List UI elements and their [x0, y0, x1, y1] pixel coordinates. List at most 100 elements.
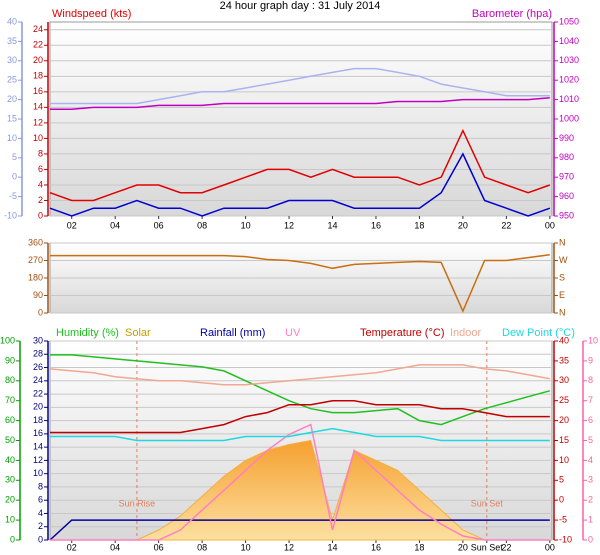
- y-tick-label: 960: [559, 191, 574, 201]
- y-tick-label: 8: [588, 375, 593, 385]
- y-tick-label: 5: [12, 152, 17, 162]
- y-tick-label: -5: [559, 514, 567, 524]
- x-tick-label: 04: [110, 542, 120, 552]
- y-tick-label: 60: [5, 415, 15, 425]
- chart-title: 24 hour graph day : 31 July 2014: [220, 0, 381, 12]
- y-tick-label: 20: [33, 402, 43, 412]
- series-line: [50, 423, 550, 541]
- y-tick-label: 18: [33, 415, 43, 425]
- x-tick-label: 10: [241, 220, 251, 230]
- y-tick-label: 90: [5, 355, 15, 365]
- legend-label: UV: [285, 327, 301, 339]
- x-tick-label: 14: [328, 220, 338, 230]
- y-tick-label: 30: [5, 475, 15, 485]
- x-tick-label: 10: [241, 542, 251, 552]
- y-tick-label: 1050: [559, 16, 579, 26]
- legend-label: Rainfall (mm): [200, 327, 265, 339]
- y-tick-label: -10: [4, 210, 17, 220]
- x-tick-label: 06: [154, 542, 164, 552]
- y-tick-label: 5: [559, 475, 564, 485]
- y-tick-label: 9: [588, 355, 593, 365]
- y-tick-label: 4: [38, 179, 43, 189]
- y-tick-label: 6: [588, 415, 593, 425]
- y-tick-label: 0: [38, 307, 43, 317]
- x-tick-label: 20: [458, 542, 468, 552]
- series-line: [50, 67, 550, 105]
- x-tick-label: 18: [414, 220, 424, 230]
- x-tick-label: 16: [371, 220, 381, 230]
- annotation-label: Sun Rise: [119, 498, 156, 508]
- y-tick-label: 15: [7, 113, 17, 123]
- y-tick-label: 0: [559, 495, 564, 505]
- y-tick-label: 180: [28, 272, 43, 282]
- x-tick-label: 12: [284, 542, 294, 552]
- y-tick-label: 980: [559, 152, 574, 162]
- x-tick-label: 22: [501, 542, 511, 552]
- legend-label: Solar: [125, 327, 151, 339]
- x-tick-label: 06: [154, 220, 164, 230]
- y-tick-label: 20: [7, 94, 17, 104]
- y-tick-label: S: [559, 272, 565, 282]
- y-tick-label: 8: [38, 481, 43, 491]
- x-tick-label: 18: [414, 542, 424, 552]
- y-tick-label: 1020: [559, 75, 579, 85]
- legend-label: Humidity (%): [56, 327, 119, 339]
- y-tick-label: 70: [5, 395, 15, 405]
- x-tick-label: 22: [501, 220, 511, 230]
- y-tick-label: 950: [559, 210, 574, 220]
- y-tick-label: -5: [9, 191, 17, 201]
- annotation-label: Sun Set: [471, 498, 504, 508]
- y-tick-label: 1000: [559, 113, 579, 123]
- y-tick-label: 22: [33, 40, 43, 50]
- y-tick-label: 90: [33, 290, 43, 300]
- x-tick-label: 00: [545, 220, 555, 230]
- y-tick-label: 40: [7, 16, 17, 26]
- y-tick-label: 0: [10, 534, 15, 544]
- y-tick-label: 28: [33, 349, 43, 359]
- x-tick-label: Sun Set: [471, 542, 504, 552]
- y-tick-label: 970: [559, 172, 574, 182]
- series-line: [49, 364, 550, 386]
- y-tick-label: 25: [559, 395, 569, 405]
- y-tick-label: 35: [7, 36, 17, 46]
- y-tick-label: 1040: [559, 36, 579, 46]
- y-tick-label: 270: [28, 255, 43, 265]
- x-tick-label: 02: [67, 542, 77, 552]
- y-tick-label: 20: [5, 495, 15, 505]
- x-tick-label: 12: [284, 220, 294, 230]
- y-tick-label: 12: [33, 455, 43, 465]
- y-tick-label: 50: [5, 435, 15, 445]
- y-tick-label: 0: [588, 534, 593, 544]
- y-tick-label: 2: [38, 195, 43, 205]
- y-tick-label: 26: [33, 362, 43, 372]
- x-tick-label: 02: [67, 220, 77, 230]
- y-tick-label: 25: [7, 75, 17, 85]
- y-tick-label: 2: [588, 495, 593, 505]
- y-tick-label: 40: [559, 335, 569, 345]
- y-tick-label: 30: [33, 335, 43, 345]
- y-tick-label: 7: [588, 395, 593, 405]
- x-tick-label: 20: [458, 220, 468, 230]
- legend-label: Windspeed (kts): [52, 8, 131, 20]
- y-tick-label: 20: [33, 55, 43, 65]
- y-tick-label: 15: [559, 435, 569, 445]
- y-tick-label: 14: [33, 442, 43, 452]
- series-line: [50, 96, 550, 111]
- y-tick-label: 20: [559, 415, 569, 425]
- y-tick-label: 14: [33, 102, 43, 112]
- y-tick-label: N: [559, 307, 566, 317]
- y-tick-label: 0: [12, 172, 17, 182]
- y-tick-label: 100: [0, 335, 15, 345]
- y-tick-label: 10: [33, 133, 43, 143]
- x-tick-label: 08: [197, 542, 207, 552]
- y-tick-label: -10: [559, 534, 572, 544]
- y-tick-label: 16: [33, 428, 43, 438]
- y-tick-label: 35: [559, 355, 569, 365]
- y-tick-label: 0: [38, 210, 43, 220]
- y-tick-label: 24: [33, 375, 43, 385]
- x-tick-label: 08: [197, 220, 207, 230]
- x-tick-label: 16: [371, 542, 381, 552]
- series-line: [50, 399, 550, 434]
- plot-area: [49, 21, 553, 217]
